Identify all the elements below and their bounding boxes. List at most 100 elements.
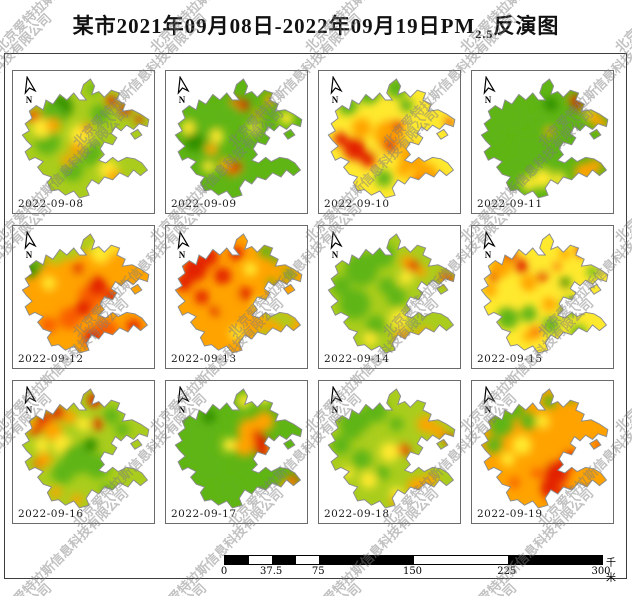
north-arrow-icon (24, 231, 37, 250)
title-subscript: 2.5 (475, 27, 494, 42)
page-title: 某市2021年09月08日-2022年09月19日PM2.5反演图 (0, 10, 632, 42)
map-panel: N 2022-09-14 (318, 225, 461, 369)
north-label: N (178, 250, 186, 260)
north-arrow: N (173, 386, 191, 418)
north-arrow: N (173, 231, 191, 263)
map-panel: N 2022-09-13 (165, 225, 308, 369)
scale-bar-segment (225, 556, 249, 564)
map-panel: N 2022-09-11 (471, 70, 614, 214)
watermark-text: 北京爱特拉斯信息科技有限公司 (68, 578, 210, 596)
pm25-heatmap (480, 233, 609, 354)
north-arrow: N (173, 76, 191, 108)
north-arrow: N (20, 76, 38, 108)
north-label: N (331, 95, 339, 105)
map-frame: N 2022-09-08 N 2022-09-09 N 2022-09-10 (4, 53, 627, 584)
scale-bar: 千米 0 37.5 75 150 225 300 (220, 553, 624, 584)
north-label: N (331, 405, 339, 415)
panel-grid: N 2022-09-08 N 2022-09-09 N 2022-09-10 (12, 70, 614, 524)
watermark-text: 北京爱特拉斯信息科技有限公司 (0, 578, 55, 596)
panel-date-label: 2022-09-11 (477, 198, 543, 210)
panel-date-label: 2022-09-15 (477, 353, 543, 365)
title-text: 某市2021年09月08日-2022年09月19日PM (72, 14, 476, 38)
north-arrow-icon (330, 76, 343, 95)
panel-date-label: 2022-09-18 (324, 508, 390, 520)
north-label: N (331, 250, 339, 260)
north-arrow-icon (24, 76, 37, 95)
north-label: N (484, 405, 492, 415)
scale-bar-segment (507, 556, 602, 564)
north-arrow-icon (24, 386, 37, 405)
scale-bar-segment (413, 556, 508, 564)
north-arrow-icon (330, 231, 343, 250)
map-panel: N 2022-09-19 (471, 380, 614, 524)
north-label: N (25, 405, 33, 415)
panel-date-label: 2022-09-08 (18, 198, 84, 210)
pm25-heatmap (174, 233, 303, 354)
scale-bar-track (224, 555, 603, 565)
scale-tick-label: 0 (220, 566, 228, 577)
north-arrow: N (326, 76, 344, 108)
scale-bar-segment (272, 556, 296, 564)
scale-bar-segment (295, 556, 320, 564)
panel-date-label: 2022-09-19 (477, 508, 543, 520)
north-arrow: N (326, 231, 344, 263)
panel-date-label: 2022-09-12 (18, 353, 84, 365)
north-arrow: N (20, 386, 38, 418)
north-label: N (484, 95, 492, 105)
map-panel: N 2022-09-09 (165, 70, 308, 214)
pm25-heatmap (480, 78, 609, 199)
north-label: N (25, 250, 33, 260)
scale-bar-segment (248, 556, 273, 564)
map-panel: N 2022-09-08 (12, 70, 155, 214)
title-suffix: 反演图 (493, 14, 560, 38)
pm25-heatmap (327, 388, 456, 509)
north-arrow-icon (483, 386, 496, 405)
pm25-heatmap (480, 388, 609, 509)
scale-tick-label: 75 (311, 566, 325, 577)
pm25-heatmap (327, 78, 456, 199)
map-panel: N 2022-09-18 (318, 380, 461, 524)
north-arrow-icon (330, 386, 343, 405)
scale-tick-label: 300 (591, 566, 611, 577)
panel-date-label: 2022-09-13 (171, 353, 237, 365)
north-arrow-icon (177, 231, 190, 250)
scale-tick-label: 150 (402, 566, 423, 577)
scale-bar-labels: 0 37.5 75 150 225 300 (220, 566, 611, 578)
panel-date-label: 2022-09-14 (324, 353, 390, 365)
scale-tick-label: 37.5 (259, 566, 283, 577)
north-arrow: N (479, 231, 497, 263)
north-label: N (484, 250, 492, 260)
panel-date-label: 2022-09-16 (18, 508, 84, 520)
north-label: N (25, 95, 33, 105)
scale-tick-label: 225 (497, 566, 517, 577)
north-arrow: N (479, 76, 497, 108)
map-panel: N 2022-09-10 (318, 70, 461, 214)
map-panel: N 2022-09-15 (471, 225, 614, 369)
north-arrow: N (20, 231, 38, 263)
pm25-heatmap (174, 78, 303, 199)
north-arrow: N (326, 386, 344, 418)
scale-bar-segment (319, 556, 414, 564)
map-panel: N 2022-09-16 (12, 380, 155, 524)
north-label: N (178, 405, 186, 415)
watermark-text: 北京爱特拉斯信息科技有限公司 (378, 578, 520, 596)
north-arrow-icon (483, 76, 496, 95)
scale-unit-label: 千米 (606, 558, 616, 584)
watermark-text: 北京爱特拉斯信息科技有限公司 (223, 578, 365, 596)
map-panel: N 2022-09-12 (12, 225, 155, 369)
north-arrow-icon (177, 76, 190, 95)
panel-date-label: 2022-09-17 (171, 508, 237, 520)
north-arrow: N (479, 386, 497, 418)
north-arrow-icon (483, 231, 496, 250)
pm25-heatmap (327, 233, 456, 354)
map-panel: N 2022-09-17 (165, 380, 308, 524)
north-arrow-icon (177, 386, 190, 405)
pm25-heatmap (21, 388, 150, 509)
north-label: N (178, 95, 186, 105)
panel-date-label: 2022-09-10 (324, 198, 390, 210)
panel-date-label: 2022-09-09 (171, 198, 237, 210)
pm25-heatmap (21, 78, 150, 199)
pm25-heatmap (21, 233, 150, 354)
pm25-heatmap (174, 388, 303, 509)
